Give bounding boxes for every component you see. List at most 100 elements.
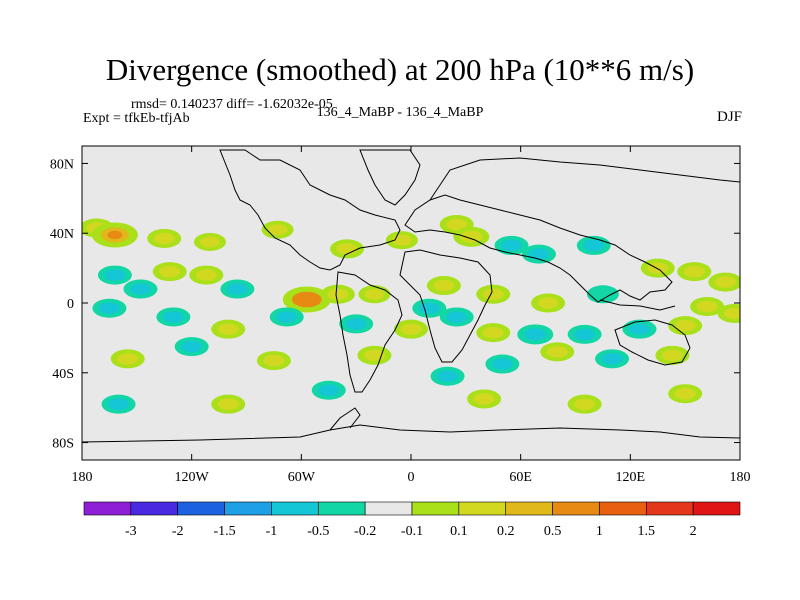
- colorbar-label: 1.5: [638, 524, 656, 539]
- stats-text: rmsd= 0.140237 diff= -1.62032e-05: [131, 97, 333, 112]
- anomaly-inner: [574, 328, 596, 341]
- anomaly-inner: [482, 288, 504, 300]
- colorbar-label: -0.2: [354, 524, 376, 539]
- anomaly-inner: [674, 388, 696, 400]
- y-tick-label: 80N: [50, 157, 74, 172]
- anomaly-blob: [717, 303, 740, 323]
- anomaly-inner: [574, 398, 596, 410]
- coastline-antarctic-peninsula: [329, 407, 361, 431]
- anomaly-inner: [336, 243, 358, 255]
- anomaly-blob: [567, 324, 602, 344]
- anomaly-inner: [318, 384, 340, 396]
- colorbar-label: -2: [172, 524, 184, 539]
- colorbar-swatch: [458, 501, 507, 516]
- anomaly-inner: [583, 239, 605, 252]
- coastline-siberia: [429, 157, 740, 201]
- anomaly-blob: [91, 222, 138, 248]
- anomaly-blob: [123, 279, 158, 299]
- anomaly-inner: [446, 311, 468, 323]
- colorbar-swatch: [692, 501, 741, 516]
- anomaly-blob: [147, 228, 182, 248]
- anomaly-inner: [714, 276, 736, 288]
- anomaly-inner: [446, 218, 468, 231]
- anomaly-inner: [592, 288, 613, 300]
- anomaly-blob: [668, 316, 703, 336]
- coastline-eurasia: [404, 194, 673, 303]
- anomaly-blob: [521, 244, 556, 264]
- anomaly-blob: [677, 262, 712, 282]
- anomaly-inner: [723, 307, 740, 320]
- anomaly-blob: [517, 324, 554, 345]
- anomaly-blob: [655, 345, 690, 365]
- anomaly-blob: [453, 226, 490, 247]
- colorbar-label: 0.5: [544, 524, 562, 539]
- anomaly-blob: [668, 384, 703, 404]
- colorbar-swatch: [505, 501, 553, 516]
- experiment-label: Expt = tfkEb-tfjAb: [83, 111, 190, 126]
- anomaly-inner: [162, 311, 184, 323]
- anomaly-blob: [430, 366, 465, 386]
- anomaly-inner: [276, 311, 298, 323]
- anomaly-blob: [193, 232, 226, 251]
- anomaly-inner: [153, 232, 175, 245]
- anomaly-inner: [98, 302, 120, 314]
- anomaly-blob: [256, 351, 291, 371]
- anomaly-blob: [412, 298, 447, 318]
- comparison-label: 136_4_MaBP - 136_4_MaBP: [316, 105, 484, 120]
- anomaly-inner: [104, 269, 126, 281]
- colorbar-label: -1: [266, 524, 278, 539]
- colorbar-swatch: [645, 501, 694, 516]
- anomaly-inner: [524, 328, 547, 341]
- anomaly-blob: [485, 354, 520, 374]
- coastline-north-america: [219, 149, 401, 271]
- anomaly-blob: [282, 286, 331, 313]
- anomaly-blob: [220, 279, 255, 299]
- anomaly-blob: [476, 284, 511, 304]
- coastlines: [82, 149, 740, 443]
- anomaly-inner: [482, 326, 504, 339]
- colorbar-label: 1: [596, 524, 603, 539]
- anomaly-inner: [628, 323, 651, 335]
- y-tick-label: 0: [67, 297, 74, 312]
- anomaly-blob: [358, 285, 391, 304]
- anomaly-blob: [152, 262, 187, 282]
- x-tick-label: 0: [408, 470, 415, 485]
- anomaly-inner: [473, 393, 495, 405]
- coastline-africa: [399, 249, 493, 363]
- anomaly-inner: [537, 297, 559, 309]
- anomaly-blob: [595, 349, 630, 369]
- anomaly-blob: [467, 389, 502, 409]
- anomaly-blob: [261, 220, 294, 239]
- anomaly-inner: [674, 319, 696, 332]
- anomaly-inner: [181, 340, 203, 353]
- y-tick-label: 80S: [52, 437, 74, 452]
- anomaly-inner: [129, 283, 152, 295]
- anomaly-blob: [339, 314, 374, 334]
- anomaly-blob: [476, 323, 511, 343]
- anomaly-layer: [82, 215, 740, 414]
- colorbar-label: -0.5: [307, 524, 329, 539]
- x-tick-label: 60W: [288, 470, 316, 485]
- anomaly-inner: [200, 236, 220, 248]
- anomaly-inner: [433, 279, 455, 292]
- axis-ticks: 180 120W 60W 0 60E 120E 180 80N 40N 0 40S 80S: [50, 146, 751, 485]
- anomaly-blob: [567, 394, 602, 414]
- anomaly-inner: [195, 269, 217, 281]
- anomaly-inner: [460, 230, 483, 243]
- anomaly-blob: [531, 293, 566, 313]
- coastline-australia: [614, 319, 691, 366]
- colorbar-label: 0.1: [450, 524, 468, 539]
- anomaly-blob: [92, 298, 127, 318]
- anomaly-blob: [311, 380, 346, 400]
- anomaly-core: [107, 230, 123, 240]
- anomaly-blob: [385, 231, 418, 250]
- anomaly-inner: [327, 288, 349, 300]
- anomaly-blob: [426, 276, 461, 296]
- anomaly-inner: [117, 353, 139, 365]
- anomaly-inner: [363, 349, 385, 362]
- anomaly-inner: [345, 318, 367, 330]
- anomaly-blob: [110, 349, 145, 369]
- anomaly-inner: [391, 234, 412, 246]
- coastline-greenland: [359, 149, 421, 206]
